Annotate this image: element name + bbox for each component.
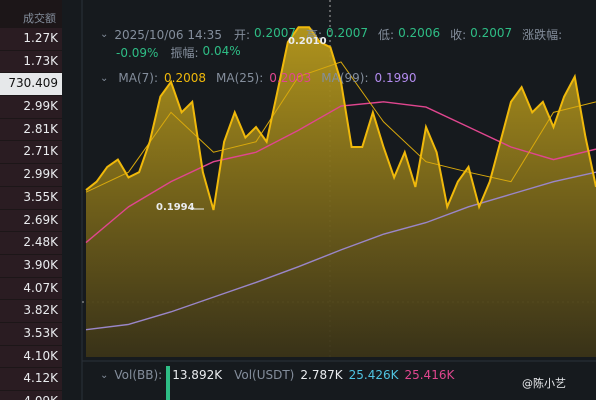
vol-label: Vol(BB): [114, 368, 163, 382]
header-field: 振幅: 0.04% [170, 44, 240, 61]
sidebar-item: 2.69K [0, 209, 62, 233]
ma-label: MA(25): [216, 71, 264, 85]
field-value: 0.04% [202, 44, 241, 58]
sidebar: 成交额 1.27K 1.73K 730.409 2.99K 2.81K 2.71K 2.99… [0, 0, 62, 400]
volume-bar [166, 366, 170, 400]
collapse-icon[interactable]: ⌄ [100, 72, 109, 84]
ma-label: MA(7): [118, 71, 158, 85]
sidebar-item: 4.09K [0, 391, 62, 400]
field-value: -0.09% [116, 45, 159, 60]
ma99-line [85, 171, 596, 331]
field-label: 开: [233, 28, 250, 42]
field-label: 涨跌幅: [522, 28, 563, 42]
watermark: @陈小艺 [522, 377, 566, 390]
header-field: 低: 0.2006 [378, 26, 440, 43]
sidebar-item: 2.99K [0, 164, 62, 187]
collapse-icon[interactable]: ⌄ [100, 29, 109, 40]
header-row: ⌄ 2025/10/06 14:35 开: 0.2007 高: 0.2007 低: 0.2… [100, 26, 562, 43]
sidebar-item: 2.71K [0, 141, 62, 165]
sidebar-item: 2.48K [0, 232, 62, 255]
vol-value-2: 2.787K [300, 368, 343, 382]
price-line [85, 26, 596, 211]
field-label: 低: [378, 28, 395, 42]
ma-value: 0.2003 [269, 71, 312, 85]
ma7-line [85, 61, 596, 193]
sidebar-item: 2.81K [0, 118, 62, 142]
sidebar-item: 3.53K [0, 322, 62, 346]
sidebar-item: 3.55K [0, 186, 62, 210]
vol-label-2: Vol(USDT) [234, 368, 295, 382]
sidebar-item: 730.409 [0, 73, 62, 97]
ma-value: 0.2008 [164, 71, 206, 85]
field-value: 0.2006 [398, 26, 441, 40]
field-value: 0.2007 [254, 26, 296, 40]
ma-label: MA(99): [321, 71, 369, 85]
sidebar-item: 3.82K [0, 300, 62, 323]
volume-legend: ⌄ Vol(BB): 13.892K Vol(USDT) 2.787K 25.4… [100, 368, 454, 382]
low-label: 0.1994 [156, 202, 195, 213]
field-value: 0.2007 [326, 26, 369, 40]
sidebar-title: 成交额 [23, 12, 56, 25]
sidebar-item: 2.99K [0, 96, 62, 119]
ma-value: 0.1990 [374, 71, 417, 85]
sidebar-item: 1.27K [0, 28, 62, 51]
vol-ma2: 25.416K [404, 368, 455, 382]
field-label: 收: [450, 28, 467, 42]
collapse-icon[interactable]: ⌄ [100, 369, 109, 381]
header-row-2: -0.09% 振幅: 0.04% [116, 44, 241, 61]
field-label: 高: [306, 28, 323, 42]
header-field: 开: 0.2007 [234, 26, 296, 43]
sidebar-item: 1.73K [0, 50, 62, 74]
sidebar-item: 4.07K [0, 277, 62, 301]
header-field: 收: 0.2007 [450, 26, 512, 43]
sidebar-item: 4.10K [0, 345, 62, 369]
ma-legend: ⌄ MA(7): 0.2008 MA(25): 0.2003 MA(99): 0.1990 [100, 71, 417, 85]
high-label: 0.2010 [288, 36, 327, 47]
vol-value: 13.892K [172, 368, 223, 382]
header-field: 高: 0.2007 [306, 26, 368, 43]
ma25-line [85, 101, 596, 244]
field-value: 0.2007 [470, 26, 513, 40]
datetime: 2025/10/06 14:35 [114, 27, 222, 42]
sidebar-item: 3.90K [0, 254, 62, 278]
sidebar-item: 4.12K [0, 368, 62, 391]
field-label: 振幅: [170, 46, 199, 60]
price-area [86, 27, 596, 358]
vol-ma1: 25.426K [348, 368, 399, 382]
